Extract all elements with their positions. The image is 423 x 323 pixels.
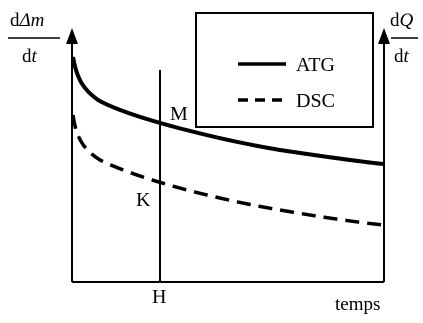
left-axis-arrow-icon [66,28,78,44]
left-axis-denominator: dt [22,46,38,67]
legend-atg-label: ATG [296,54,335,76]
point-label-m: M [170,103,188,125]
point-label-k: K [136,189,151,211]
legend-dsc-label: DSC [296,90,335,112]
right-axis-arrow-icon [378,28,390,44]
left-axis-numerator: dΔm [10,10,44,31]
atg-curve [71,56,384,166]
right-axis-numerator: dQ [390,10,414,31]
dsc-curve [71,114,384,227]
legend-box [195,12,374,128]
right-axis-denominator: dt [394,46,410,67]
point-label-h: H [152,286,166,308]
x-axis-label: temps [335,294,380,315]
